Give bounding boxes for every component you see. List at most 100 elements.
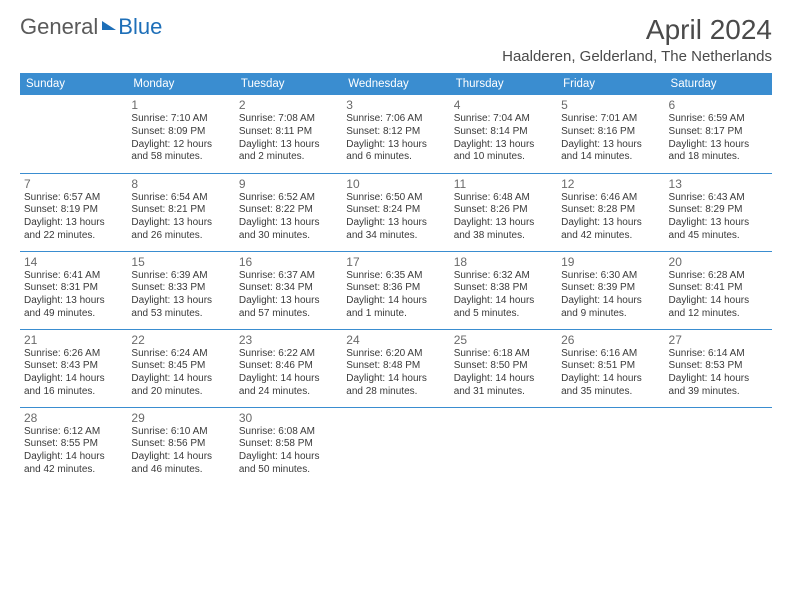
triangle-icon xyxy=(102,21,116,30)
day-line: Sunrise: 6:08 AM xyxy=(239,426,338,439)
day-line: Daylight: 13 hours xyxy=(24,295,123,308)
header: General Blue April 2024 Haalderen, Gelde… xyxy=(20,14,772,65)
day-line: and 24 minutes. xyxy=(239,386,338,399)
dow-cell: Thursday xyxy=(450,73,557,95)
day-line: and 49 minutes. xyxy=(24,308,123,321)
day-number: 7 xyxy=(24,177,123,191)
day-cell: 14Sunrise: 6:41 AMSunset: 8:31 PMDayligh… xyxy=(20,251,127,329)
day-cell xyxy=(557,407,664,485)
dow-cell: Saturday xyxy=(665,73,772,95)
day-line: and 16 minutes. xyxy=(24,386,123,399)
day-number: 19 xyxy=(561,255,660,269)
day-line: Sunrise: 6:10 AM xyxy=(131,426,230,439)
day-line: Daylight: 13 hours xyxy=(454,139,553,152)
week-row: 1Sunrise: 7:10 AMSunset: 8:09 PMDaylight… xyxy=(20,95,772,173)
week-row: 7Sunrise: 6:57 AMSunset: 8:19 PMDaylight… xyxy=(20,173,772,251)
day-line: Daylight: 14 hours xyxy=(239,451,338,464)
day-line: Daylight: 14 hours xyxy=(669,373,768,386)
day-line: Sunrise: 6:37 AM xyxy=(239,270,338,283)
day-cell: 20Sunrise: 6:28 AMSunset: 8:41 PMDayligh… xyxy=(665,251,772,329)
day-line: Sunset: 8:29 PM xyxy=(669,204,768,217)
day-number: 16 xyxy=(239,255,338,269)
day-number: 4 xyxy=(454,98,553,112)
day-line: Sunset: 8:11 PM xyxy=(239,126,338,139)
day-line: Sunrise: 6:20 AM xyxy=(346,348,445,361)
day-line: Sunset: 8:55 PM xyxy=(24,438,123,451)
day-line: Daylight: 14 hours xyxy=(454,373,553,386)
day-line: Sunset: 8:33 PM xyxy=(131,282,230,295)
day-line: and 28 minutes. xyxy=(346,386,445,399)
dow-cell: Monday xyxy=(127,73,234,95)
day-number: 13 xyxy=(669,177,768,191)
day-line: Sunset: 8:09 PM xyxy=(131,126,230,139)
day-line: and 12 minutes. xyxy=(669,308,768,321)
day-line: Daylight: 13 hours xyxy=(131,217,230,230)
day-line: Sunset: 8:53 PM xyxy=(669,360,768,373)
day-line: Daylight: 14 hours xyxy=(131,373,230,386)
day-cell: 21Sunrise: 6:26 AMSunset: 8:43 PMDayligh… xyxy=(20,329,127,407)
dow-cell: Sunday xyxy=(20,73,127,95)
day-line: and 38 minutes. xyxy=(454,230,553,243)
day-cell: 8Sunrise: 6:54 AMSunset: 8:21 PMDaylight… xyxy=(127,173,234,251)
day-line: Daylight: 13 hours xyxy=(239,295,338,308)
day-line: Sunrise: 6:48 AM xyxy=(454,192,553,205)
day-line: Sunrise: 7:01 AM xyxy=(561,113,660,126)
day-cell: 7Sunrise: 6:57 AMSunset: 8:19 PMDaylight… xyxy=(20,173,127,251)
day-line: and 6 minutes. xyxy=(346,151,445,164)
day-number: 26 xyxy=(561,333,660,347)
day-cell: 27Sunrise: 6:14 AMSunset: 8:53 PMDayligh… xyxy=(665,329,772,407)
day-cell: 29Sunrise: 6:10 AMSunset: 8:56 PMDayligh… xyxy=(127,407,234,485)
day-number: 8 xyxy=(131,177,230,191)
day-line: and 1 minute. xyxy=(346,308,445,321)
day-line: Sunset: 8:22 PM xyxy=(239,204,338,217)
day-line: Sunrise: 6:35 AM xyxy=(346,270,445,283)
day-line: Sunrise: 6:22 AM xyxy=(239,348,338,361)
day-cell: 9Sunrise: 6:52 AMSunset: 8:22 PMDaylight… xyxy=(235,173,342,251)
day-line: Sunset: 8:46 PM xyxy=(239,360,338,373)
day-line: Daylight: 14 hours xyxy=(24,451,123,464)
day-line: Sunset: 8:36 PM xyxy=(346,282,445,295)
day-number: 21 xyxy=(24,333,123,347)
day-line: Daylight: 13 hours xyxy=(239,217,338,230)
day-line: Daylight: 13 hours xyxy=(239,139,338,152)
day-line: Sunset: 8:51 PM xyxy=(561,360,660,373)
day-line: Sunrise: 6:30 AM xyxy=(561,270,660,283)
calendar-table: SundayMondayTuesdayWednesdayThursdayFrid… xyxy=(20,73,772,485)
day-line: and 35 minutes. xyxy=(561,386,660,399)
day-cell: 6Sunrise: 6:59 AMSunset: 8:17 PMDaylight… xyxy=(665,95,772,173)
day-line: Daylight: 13 hours xyxy=(669,217,768,230)
day-cell xyxy=(20,95,127,173)
day-cell: 10Sunrise: 6:50 AMSunset: 8:24 PMDayligh… xyxy=(342,173,449,251)
day-line: Daylight: 14 hours xyxy=(561,373,660,386)
day-line: and 30 minutes. xyxy=(239,230,338,243)
day-line: Daylight: 14 hours xyxy=(561,295,660,308)
day-line: Daylight: 14 hours xyxy=(131,451,230,464)
day-line: and 57 minutes. xyxy=(239,308,338,321)
day-cell: 25Sunrise: 6:18 AMSunset: 8:50 PMDayligh… xyxy=(450,329,557,407)
day-number: 22 xyxy=(131,333,230,347)
logo-text-general: General xyxy=(20,14,98,40)
day-number: 15 xyxy=(131,255,230,269)
dow-cell: Tuesday xyxy=(235,73,342,95)
day-line: Sunset: 8:38 PM xyxy=(454,282,553,295)
day-line: Daylight: 13 hours xyxy=(346,217,445,230)
day-line: Sunrise: 7:08 AM xyxy=(239,113,338,126)
day-line: Daylight: 12 hours xyxy=(131,139,230,152)
day-line: Sunset: 8:48 PM xyxy=(346,360,445,373)
day-cell: 23Sunrise: 6:22 AMSunset: 8:46 PMDayligh… xyxy=(235,329,342,407)
day-number: 18 xyxy=(454,255,553,269)
day-line: Sunset: 8:45 PM xyxy=(131,360,230,373)
day-number: 30 xyxy=(239,411,338,425)
day-cell: 28Sunrise: 6:12 AMSunset: 8:55 PMDayligh… xyxy=(20,407,127,485)
day-number: 14 xyxy=(24,255,123,269)
day-line: Sunrise: 6:32 AM xyxy=(454,270,553,283)
day-line: Sunset: 8:34 PM xyxy=(239,282,338,295)
day-line: Sunset: 8:12 PM xyxy=(346,126,445,139)
day-line: Daylight: 14 hours xyxy=(669,295,768,308)
day-line: Daylight: 14 hours xyxy=(346,295,445,308)
day-line: Sunrise: 6:24 AM xyxy=(131,348,230,361)
day-cell: 26Sunrise: 6:16 AMSunset: 8:51 PMDayligh… xyxy=(557,329,664,407)
day-cell xyxy=(450,407,557,485)
day-cell: 16Sunrise: 6:37 AMSunset: 8:34 PMDayligh… xyxy=(235,251,342,329)
day-line: Sunrise: 7:10 AM xyxy=(131,113,230,126)
